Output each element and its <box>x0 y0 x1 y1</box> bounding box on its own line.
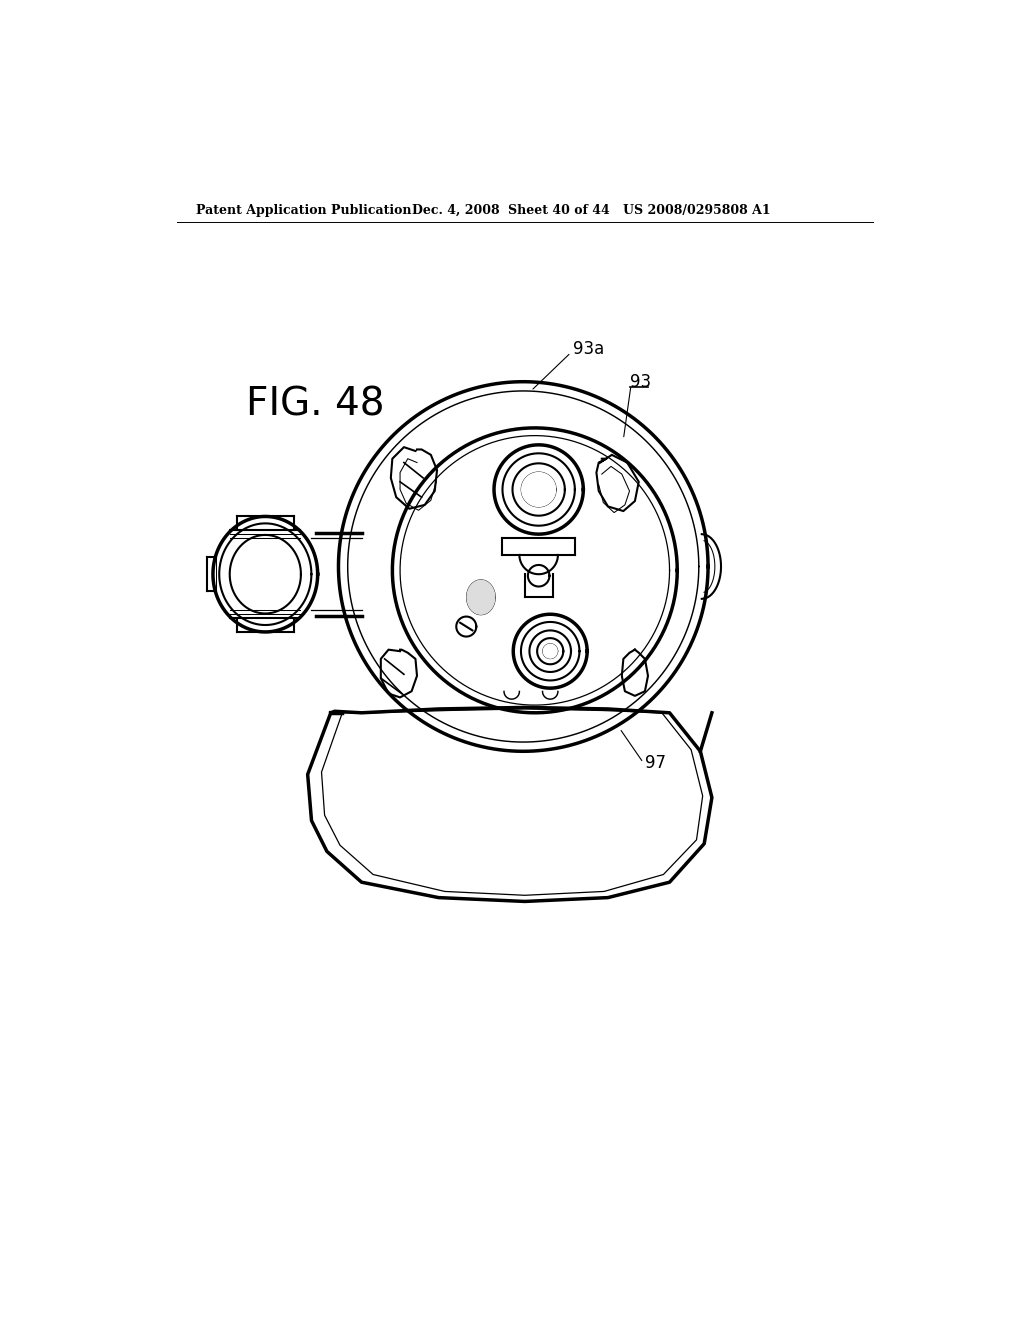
Text: Sheet 40 of 44: Sheet 40 of 44 <box>508 205 609 218</box>
Polygon shape <box>467 581 495 614</box>
Text: Patent Application Publication: Patent Application Publication <box>196 205 412 218</box>
Text: 93: 93 <box>630 372 650 391</box>
Text: US 2008/0295808 A1: US 2008/0295808 A1 <box>624 205 771 218</box>
Text: 93a: 93a <box>573 341 604 358</box>
Text: FIG. 48: FIG. 48 <box>246 385 385 424</box>
Polygon shape <box>521 473 556 507</box>
Text: Dec. 4, 2008: Dec. 4, 2008 <box>412 205 500 218</box>
Text: 97: 97 <box>645 754 666 772</box>
Polygon shape <box>544 644 557 659</box>
